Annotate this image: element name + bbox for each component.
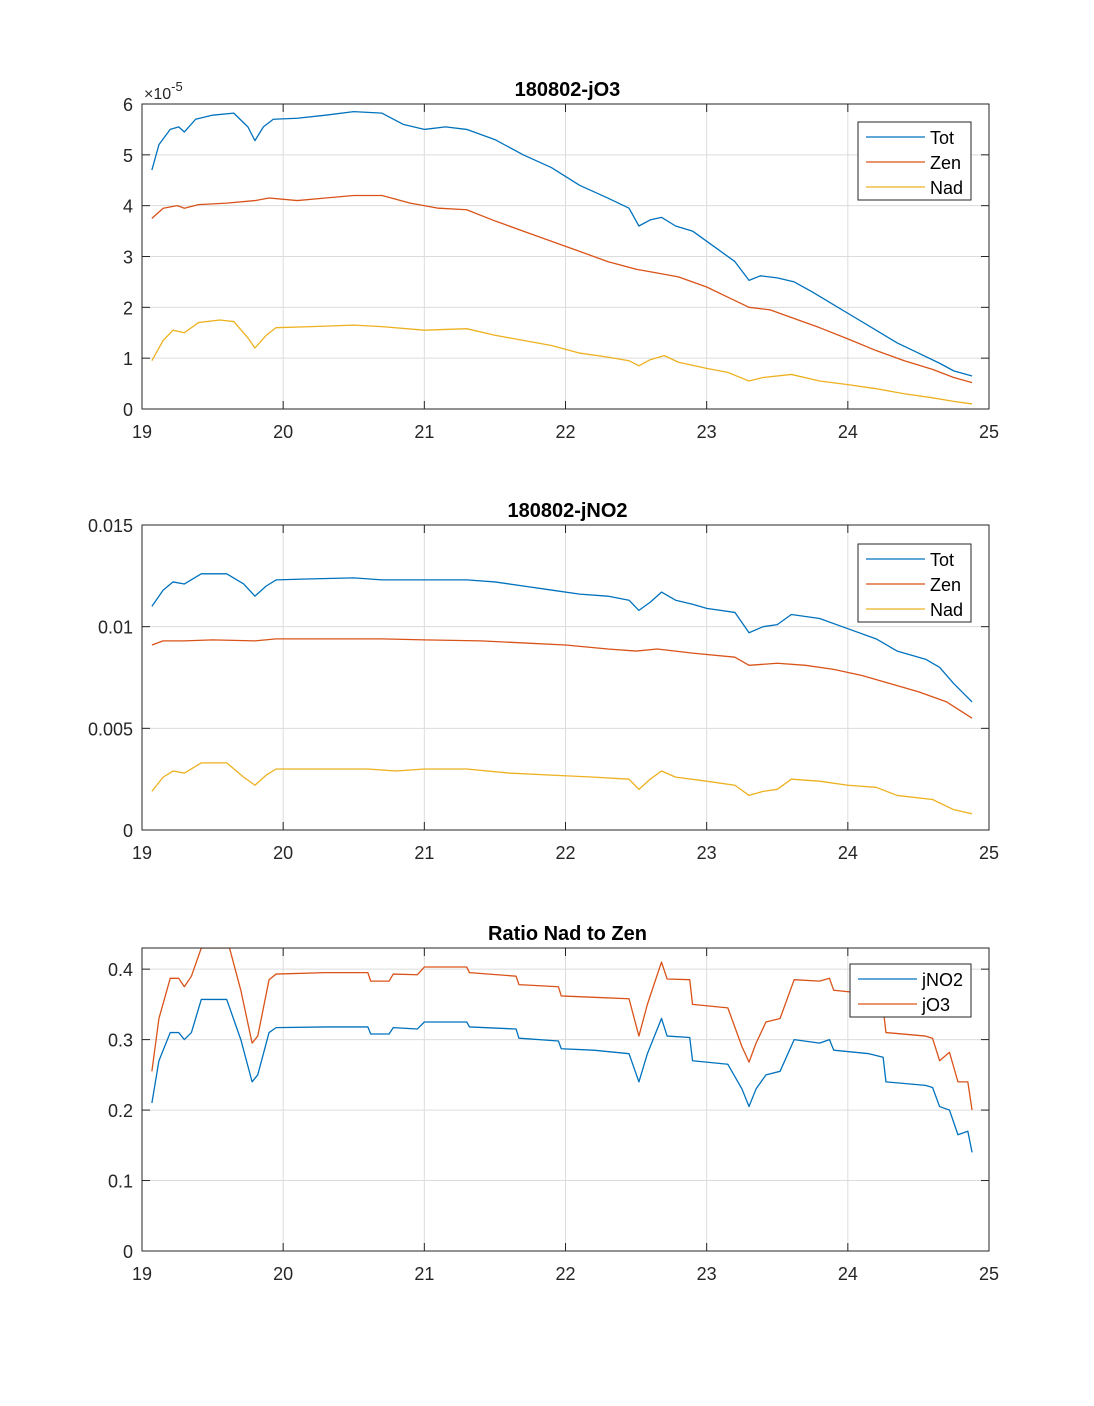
- series-line-tot: [151, 110, 973, 377]
- series-line-nad: [151, 319, 973, 405]
- y-tick-label: 3: [123, 248, 133, 268]
- x-tick-label: 21: [414, 1264, 434, 1284]
- x-tick-label: 22: [555, 422, 575, 442]
- x-tick-label: 19: [132, 422, 152, 442]
- legend-label-jno2: jNO2: [921, 970, 963, 990]
- x-tick-label: 23: [697, 843, 717, 863]
- y-tick-label: 6: [123, 95, 133, 115]
- legend-label-zen: Zen: [930, 153, 961, 173]
- x-tick-label: 25: [979, 843, 999, 863]
- chart-title: 180802-jNO2: [507, 500, 627, 522]
- legend: Tot Zen Nad: [857, 121, 972, 201]
- x-tick-label: 21: [414, 422, 434, 442]
- x-tick-label: 20: [273, 1264, 293, 1284]
- x-tick-label: 23: [697, 1264, 717, 1284]
- x-tick-label: 19: [132, 843, 152, 863]
- y-tick-label: 0.01: [98, 618, 133, 638]
- legend-label-zen: Zen: [930, 575, 961, 595]
- series-line-nad: [151, 762, 973, 815]
- x-tick-label: 22: [555, 1264, 575, 1284]
- legend: jNO2 jO3: [849, 963, 972, 1018]
- legend-label-nad: Nad: [930, 600, 963, 620]
- y-tick-label: 0.3: [108, 1031, 133, 1051]
- y-tick-label: 0.1: [108, 1172, 133, 1192]
- series-line-zen: [151, 638, 973, 719]
- y-tick-label: 0.015: [88, 516, 133, 536]
- y-tick-label: 0: [123, 1242, 133, 1262]
- y-tick-label: 5: [123, 146, 133, 166]
- y-tick-label: 1: [123, 349, 133, 369]
- legend-box: [849, 963, 972, 1018]
- x-tick-label: 24: [838, 843, 858, 863]
- series-line-jno2: [151, 998, 973, 1153]
- legend-label-tot: Tot: [930, 128, 954, 148]
- series-line-tot: [151, 573, 973, 703]
- y-tick-label: 2: [123, 298, 133, 318]
- legend-label-nad: Nad: [930, 178, 963, 198]
- y-tick-label: 0: [123, 821, 133, 841]
- x-tick-label: 24: [838, 422, 858, 442]
- x-tick-label: 25: [979, 422, 999, 442]
- chart-2: 19 20 21 22 23 24 25 0 0.005 0.01 0.015 180802-jNO2…: [88, 500, 999, 863]
- y-tick-label: 0.005: [88, 719, 133, 739]
- y-tick-label: 4: [123, 197, 133, 217]
- x-tick-label: 22: [555, 843, 575, 863]
- legend-label-jo3: jO3: [921, 995, 950, 1015]
- series-line-zen: [151, 194, 973, 384]
- x-tick-label: 20: [273, 422, 293, 442]
- legend-label-tot: Tot: [930, 550, 954, 570]
- x-tick-label: 19: [132, 1264, 152, 1284]
- legend: Tot Zen Nad: [857, 543, 972, 623]
- x-tick-label: 21: [414, 843, 434, 863]
- y-tick-label: 0: [123, 400, 133, 420]
- chart-title: Ratio Nad to Zen: [488, 923, 647, 945]
- x-tick-label: 20: [273, 843, 293, 863]
- y-tick-label: 0.4: [108, 960, 133, 980]
- y-exponent-label: ×10-5: [144, 79, 183, 103]
- chart-3: 19 20 21 22 23 24 25 0 0.1 0.2 0.3 0.4 Ratio Nad to …: [108, 923, 999, 1284]
- y-tick-label: 0.2: [108, 1101, 133, 1121]
- chart-title: 180802-jO3: [515, 79, 621, 101]
- x-tick-label: 24: [838, 1264, 858, 1284]
- y-exponent-power: -5: [171, 79, 183, 94]
- x-tick-label: 23: [697, 422, 717, 442]
- x-tick-label: 25: [979, 1264, 999, 1284]
